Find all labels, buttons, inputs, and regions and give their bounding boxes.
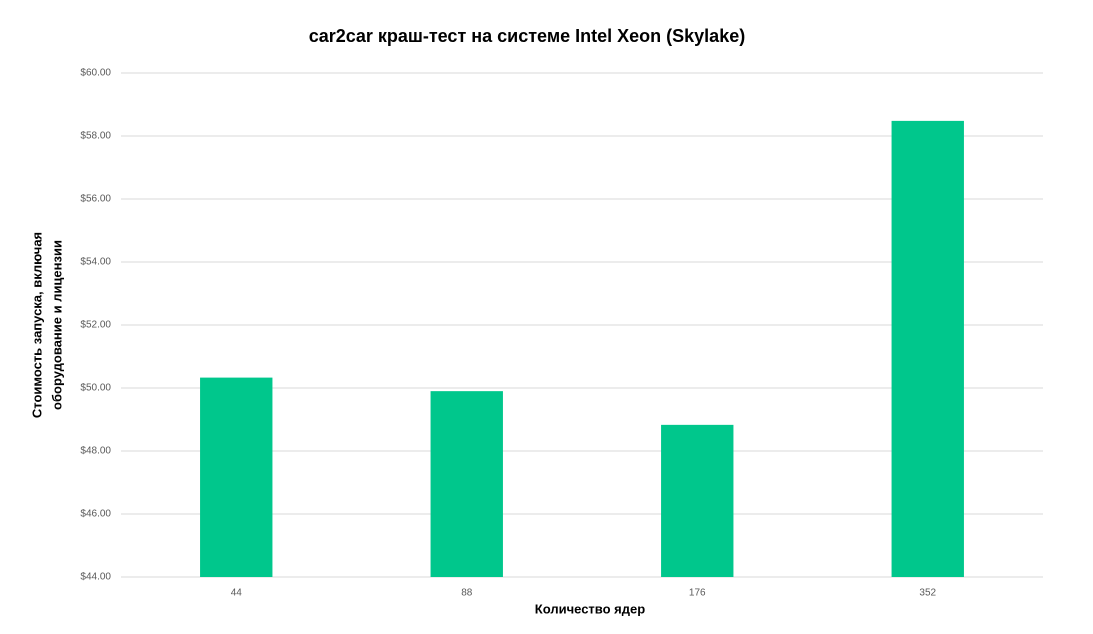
y-axis-title: Стоимость запуска, включая xyxy=(29,232,44,418)
y-tick-label: $60.00 xyxy=(80,68,111,79)
y-tick-label: $50.00 xyxy=(80,383,111,394)
x-tick-label: 44 xyxy=(231,588,243,599)
y-tick-label: $48.00 xyxy=(80,446,111,457)
x-tick-label: 88 xyxy=(461,588,473,599)
y-tick-label: $56.00 xyxy=(80,194,111,205)
x-tick-label: 352 xyxy=(919,588,936,599)
y-tick-label: $44.00 xyxy=(80,572,111,583)
y-tick-label: $46.00 xyxy=(80,509,111,520)
y-axis-title: оборудование и лицензии xyxy=(49,240,64,410)
x-axis-title: Количество ядер xyxy=(535,601,645,616)
y-tick-label: $52.00 xyxy=(80,320,111,331)
bar xyxy=(200,377,273,577)
x-tick-label: 176 xyxy=(689,588,706,599)
bar xyxy=(661,424,734,577)
bar xyxy=(891,120,964,577)
chart-title: car2car краш-тест на системе Intel Xeon … xyxy=(309,26,745,46)
y-tick-label: $54.00 xyxy=(80,257,111,268)
bar xyxy=(430,391,503,577)
y-tick-label: $58.00 xyxy=(80,131,111,142)
